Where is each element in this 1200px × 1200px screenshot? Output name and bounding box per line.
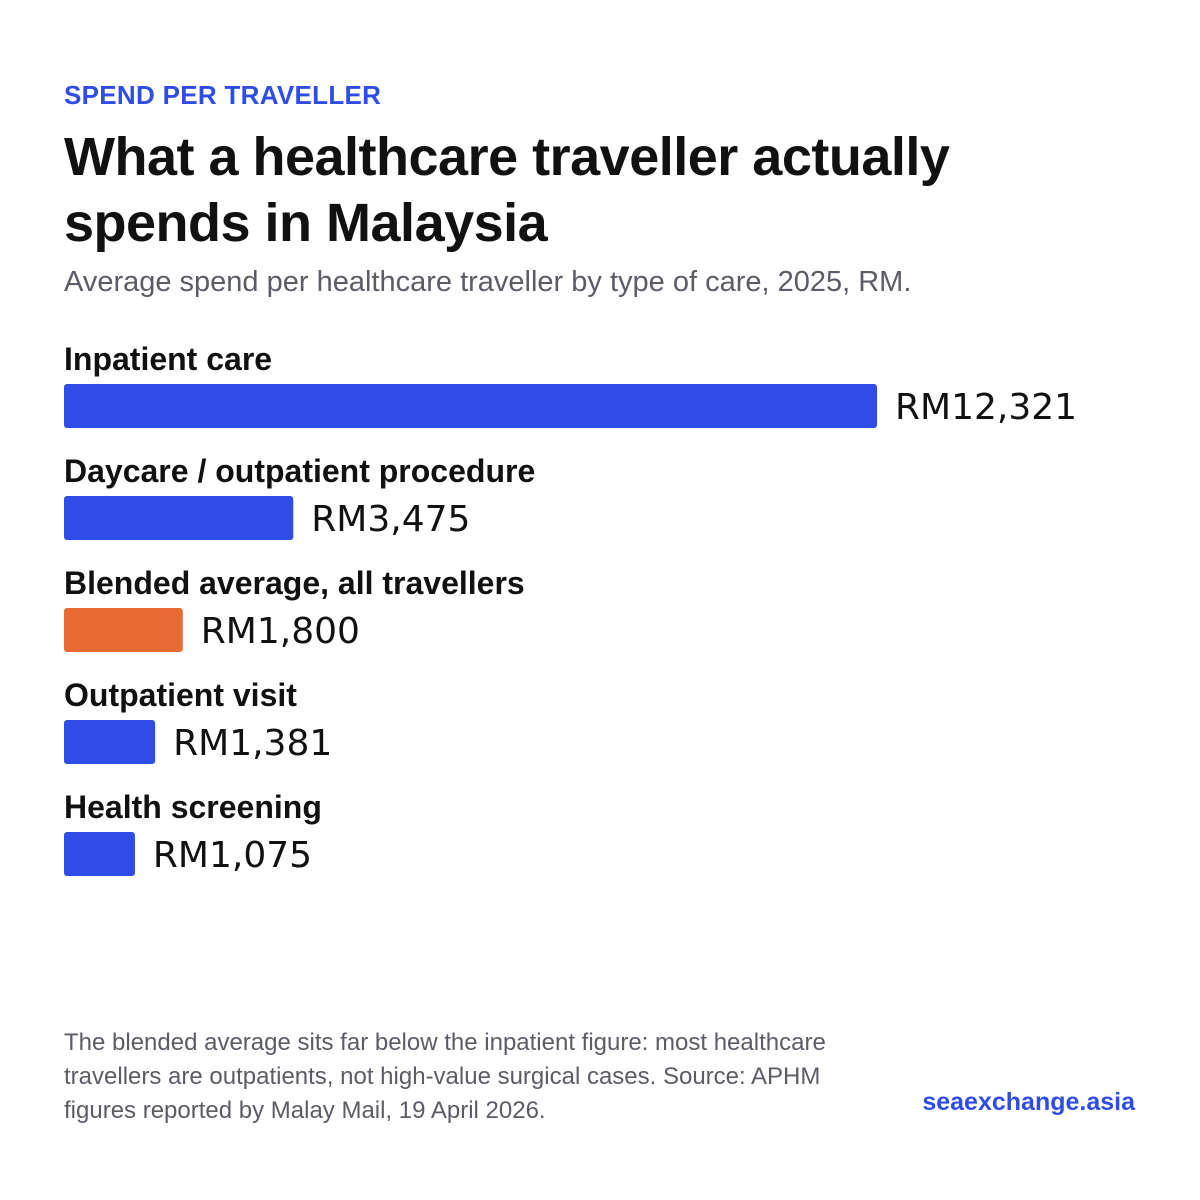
value-label: RM1,381 (173, 723, 332, 764)
category-label: Blended average, all travellers (64, 565, 525, 601)
value-label: RM1,075 (153, 835, 312, 876)
bar (64, 496, 294, 540)
value-label: RM3,475 (311, 499, 470, 540)
category-label: Daycare / outpatient procedure (64, 453, 535, 489)
chart-title: What a healthcare traveller actually spe… (64, 127, 950, 253)
bar (64, 832, 135, 876)
value-label: RM1,800 (201, 611, 360, 652)
chart-subtitle: Average spend per healthcare traveller b… (64, 266, 912, 298)
category-label: Outpatient visit (64, 677, 297, 713)
eyebrow-label: SPEND PER TRAVELLER (64, 80, 382, 110)
bar-chart: Inpatient care RM12,321 Daycare / outpatie… (64, 341, 1077, 876)
category-label: Health screening (64, 789, 322, 825)
bar (64, 608, 183, 652)
value-label: RM12,321 (895, 387, 1077, 428)
source-note: The blended average sits far below the i… (64, 1029, 826, 1124)
category-label: Inpatient care (64, 341, 272, 377)
bar (64, 384, 877, 428)
brand-link[interactable]: seaexchange.asia (922, 1088, 1135, 1116)
bar (64, 720, 156, 764)
